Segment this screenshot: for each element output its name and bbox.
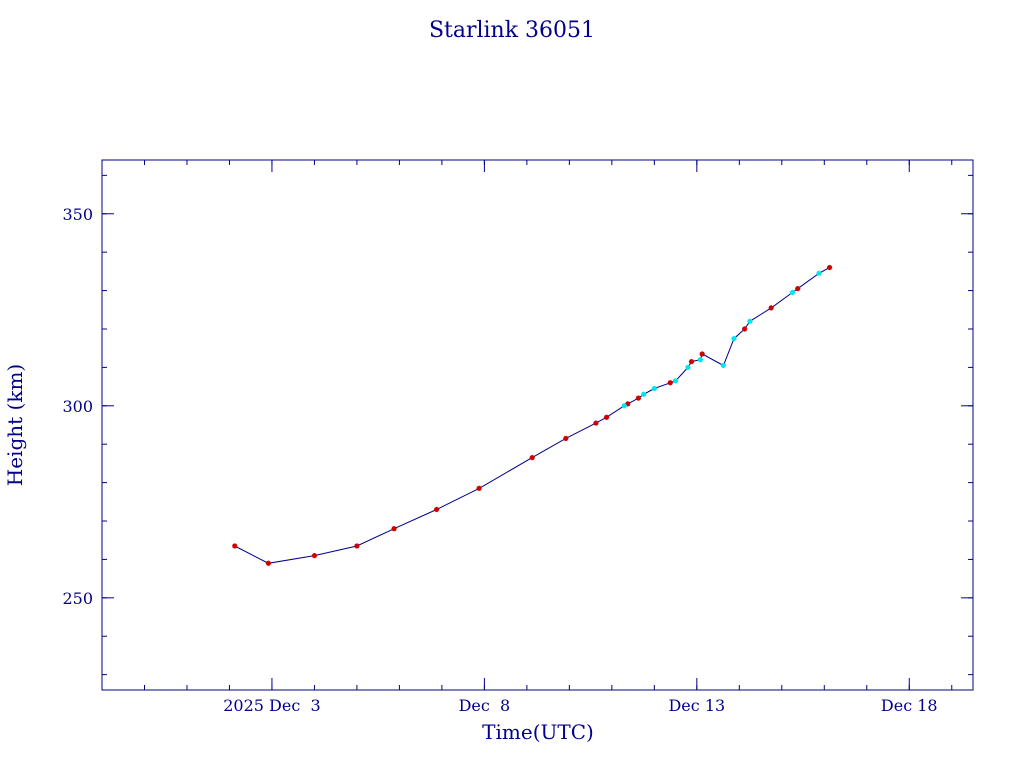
data-point-red <box>529 455 535 461</box>
data-point-cyan <box>651 385 657 392</box>
marker-stroke <box>667 380 673 386</box>
data-point-red <box>232 543 238 549</box>
data-point-red <box>311 552 318 559</box>
plot-frame <box>101 159 974 691</box>
marker-stroke <box>354 543 360 549</box>
data-point-cyan <box>621 403 627 409</box>
data-point-red <box>354 543 360 549</box>
height-trace-line <box>234 267 830 564</box>
data-point-red <box>603 414 610 420</box>
marker-stroke <box>827 265 832 270</box>
data-point-red <box>699 351 705 357</box>
marker-stroke <box>563 436 569 441</box>
data-point-red <box>476 485 482 491</box>
x-tick-label: Dec 13 <box>668 696 725 715</box>
marker-stroke <box>699 351 705 357</box>
series-lines <box>234 267 830 564</box>
data-point-cyan <box>720 362 726 369</box>
marker-stroke <box>685 365 691 370</box>
data-point-cyan <box>697 357 703 363</box>
data-point-cyan <box>816 270 822 276</box>
marker-stroke <box>434 507 439 512</box>
data-point-red <box>563 435 569 442</box>
marker-stroke <box>697 357 703 363</box>
data-point-red <box>391 526 397 532</box>
y-tick-label: 300 <box>62 397 93 416</box>
data-point-red <box>265 560 272 566</box>
marker-stroke <box>816 270 822 276</box>
x-axis-label: Time(UTC) <box>482 720 594 744</box>
data-point-cyan <box>672 378 679 384</box>
marker-stroke <box>593 420 599 426</box>
y-axis-label: Height (km) <box>3 364 27 486</box>
data-point-red <box>625 401 631 407</box>
marker-stroke <box>731 336 737 341</box>
axis-ticks <box>101 160 973 690</box>
data-point-cyan <box>747 318 753 324</box>
data-point-cyan <box>731 335 737 342</box>
marker-stroke <box>476 485 482 491</box>
marker-stroke <box>641 391 647 397</box>
data-point-red <box>667 380 673 386</box>
marker-stroke <box>651 386 657 391</box>
marker-stroke <box>636 395 641 401</box>
data-point-red <box>795 286 801 292</box>
marker-stroke <box>795 286 801 292</box>
data-point-red <box>827 264 833 271</box>
marker-stroke <box>621 403 627 409</box>
chart-title: Starlink 36051 <box>429 18 595 43</box>
marker-stroke <box>312 553 317 558</box>
y-tick-label: 250 <box>62 589 93 608</box>
y-tick-label: 350 <box>62 205 93 224</box>
marker-stroke <box>768 305 774 311</box>
data-point-cyan <box>685 364 691 370</box>
data-point-red <box>593 420 599 426</box>
data-point-red <box>688 359 695 365</box>
marker-stroke <box>689 359 694 365</box>
marker-stroke <box>720 363 726 368</box>
marker-stroke <box>232 543 238 549</box>
marker-stroke <box>529 455 535 461</box>
data-point-red <box>433 506 440 513</box>
marker-stroke <box>747 318 753 324</box>
marker-stroke <box>604 414 609 420</box>
x-tick-label: 2025 Dec 3 <box>223 696 320 715</box>
data-point-red <box>768 305 774 311</box>
marker-stroke <box>790 290 795 295</box>
x-tick-label: Dec 8 <box>459 696 511 715</box>
data-point-red <box>635 395 642 401</box>
marker-stroke <box>391 526 397 532</box>
marker-stroke <box>742 326 748 332</box>
x-tick-label: Dec 18 <box>881 696 938 715</box>
data-point-cyan <box>641 391 647 397</box>
marker-stroke <box>673 378 678 384</box>
data-point-red <box>742 326 748 332</box>
axis-tick-labels: 2025 Dec 3 Dec 8 Dec 13 Dec 18 250 300 350 <box>62 205 937 715</box>
data-point-cyan <box>789 289 796 296</box>
series-markers <box>232 264 833 566</box>
marker-stroke <box>266 560 271 566</box>
